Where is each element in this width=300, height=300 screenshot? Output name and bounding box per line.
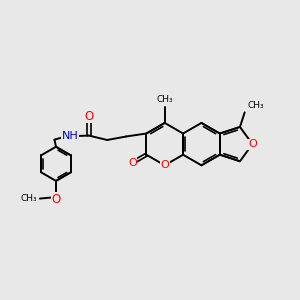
Text: O: O [160,160,169,170]
Text: CH₃: CH₃ [21,194,38,203]
Text: NH: NH [62,131,79,141]
Text: O: O [84,110,94,123]
Text: CH₃: CH₃ [156,95,173,104]
Text: O: O [51,193,61,206]
Text: O: O [248,139,257,149]
Text: CH₃: CH₃ [247,101,264,110]
Text: O: O [128,158,137,168]
